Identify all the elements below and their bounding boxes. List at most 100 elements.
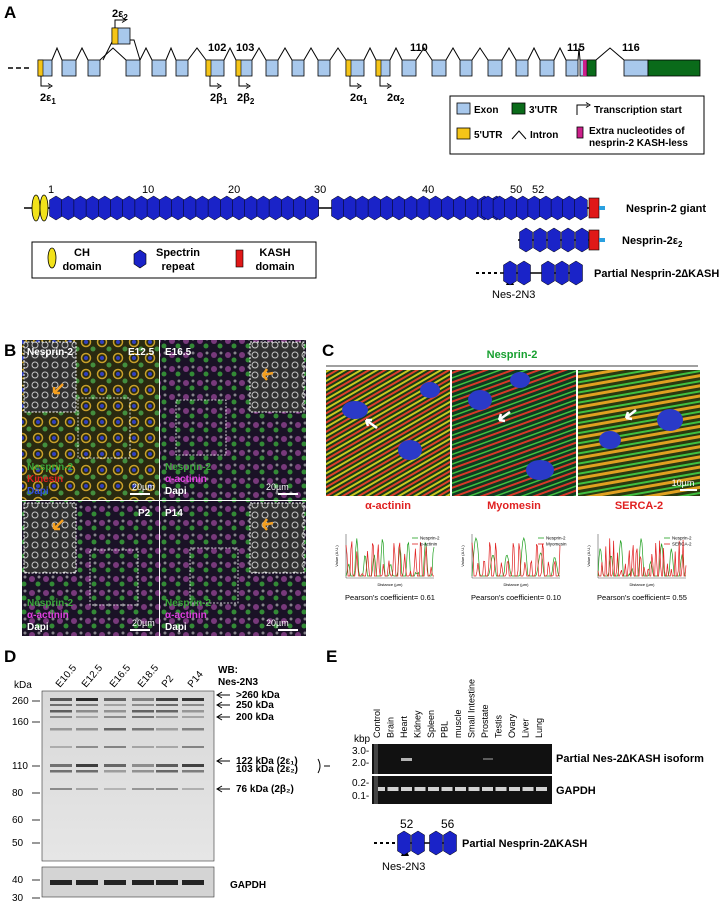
- micrograph-serca2: [578, 370, 700, 496]
- stage-e16-5: E16.5: [165, 347, 192, 358]
- spectrin-repeat-29: [404, 195, 418, 221]
- blot-band-3-8: [132, 788, 154, 790]
- blot-band-5-7: [182, 770, 204, 773]
- spectrin-repeat-partial-3: [541, 260, 555, 286]
- stain-e16-5-dapi: Dapi: [165, 486, 187, 497]
- profile-ylabel-1: Value (A.U.): [460, 545, 465, 567]
- lane-label-e-1: Brain: [386, 717, 396, 738]
- blot-band-4-4: [156, 728, 178, 731]
- legend-extra-label-1: Extra nucleotides of: [589, 126, 685, 137]
- lane-label-e-10: Ovary: [507, 713, 517, 738]
- spectrin-repeat-1: [49, 195, 63, 221]
- spectrin-repeat-partial-4: [555, 260, 569, 286]
- band-arrow-5: [216, 785, 230, 793]
- blot-band-1-7: [76, 770, 98, 773]
- blot-band-0-2: [50, 710, 72, 713]
- gene-legend: Exon 3'UTR Transcription start 5'UTR Int…: [449, 95, 705, 155]
- intron-19: [553, 46, 567, 61]
- gapdh-gel-band-4: [428, 787, 439, 791]
- band-arrow-3: [216, 757, 230, 765]
- tss-label-2b1: 2β1: [210, 92, 228, 106]
- spectrin-repeat-e2-4: [561, 227, 575, 253]
- arrow-marker-serca2: [624, 409, 637, 421]
- gapdh-gel-band-7: [468, 787, 480, 791]
- gene-labels: 102 103 110 115 116 2ε2 2ε1 2β1 2β2 2α1 …: [40, 8, 640, 106]
- repeat-number-1: 1: [48, 184, 54, 196]
- panel-label-d: D: [4, 647, 16, 666]
- blot-band-1-2: [76, 710, 98, 713]
- tss-2a1-arrowhead: [356, 83, 362, 89]
- lane-label-d-5: P14: [186, 669, 206, 690]
- scale-p14: 20µm: [266, 618, 289, 628]
- tss-2a2-arrowhead: [386, 83, 392, 89]
- pearson-coefficient-1: Pearson's coefficient= 0.10: [471, 593, 561, 602]
- spectrin-repeat-e-1: [397, 830, 411, 856]
- spectrin-repeat-24: [343, 195, 357, 221]
- marker-3-0: 3.0-: [352, 746, 369, 757]
- intron-12: [363, 46, 377, 61]
- tss-2a1-icon: [349, 76, 359, 87]
- spectrin-repeat-32: [441, 195, 455, 221]
- mw-marker-80-3: 80: [12, 788, 24, 799]
- blot-band-1-5: [76, 746, 98, 748]
- label-partial-nesprin2: Partial Nesprin-2∆KASH: [594, 268, 719, 280]
- blot-band-2-2: [104, 710, 126, 713]
- spectrin-repeat-22: [305, 195, 319, 221]
- repeat-number-50: 50: [510, 184, 522, 196]
- spectrin-repeat-partial-5: [569, 260, 583, 286]
- spectrin-repeat-34: [465, 195, 479, 221]
- blot-bands-d: [50, 698, 204, 885]
- blot-band-4-2: [156, 710, 178, 713]
- exon-14: [401, 59, 417, 77]
- arrow-marker-p14: [261, 518, 274, 531]
- spectrin-repeat-17: [244, 195, 258, 221]
- arrow-marker-myomesin: [497, 410, 511, 423]
- spectrin-repeat-18: [256, 195, 271, 221]
- blot-band-5-0: [182, 698, 204, 701]
- repeat-number-56-e: 56: [441, 817, 455, 831]
- intron-legend-icon: [511, 130, 527, 140]
- blot-band-5-8: [182, 788, 204, 790]
- utr5-2e2: [111, 27, 119, 45]
- blot-band-4-7: [156, 770, 178, 773]
- spectrin-repeat-3: [73, 195, 88, 221]
- label-nesprin2-e2: Nesprin-2ε2: [622, 235, 683, 249]
- spectrin-repeat-43: [550, 195, 565, 221]
- intron-9: [277, 47, 293, 61]
- label-nesprin2-giant: Nesprin-2 giant: [626, 203, 706, 215]
- spectrin-repeat-e-3: [429, 830, 443, 856]
- mw-marker-30-7: 30: [12, 893, 24, 904]
- blot-band-0-3: [50, 716, 72, 718]
- label-nes-2n3-a: Nes-2N3: [492, 289, 535, 301]
- panel-b-text: Nesprin-2 E12.5 E16.5 P2 P14 Nesprin-2 K…: [27, 347, 289, 633]
- pearson-coefficient-2: Pearson's coefficient= 0.55: [597, 593, 687, 602]
- stain-p14-actinin: α-actinin: [165, 610, 207, 621]
- western-blot-main: [41, 690, 215, 862]
- mw-marker-50-5: 50: [12, 838, 24, 849]
- tss-2a2-icon: [379, 76, 389, 87]
- gapdh-gel-band-3: [414, 787, 426, 791]
- lane-label-e-3: Kidney: [413, 710, 423, 738]
- stage-p2: P2: [138, 508, 151, 519]
- lane-label-e-4: Spleen: [426, 710, 436, 738]
- blot-band-2-6: [104, 764, 126, 767]
- blot-band-1-4: [76, 728, 98, 731]
- intron-17: [501, 47, 517, 61]
- band-label-2: 200 kDa: [236, 712, 274, 723]
- legend-spectrin-line2: repeat: [161, 261, 194, 273]
- blot-band-2-8: [104, 788, 126, 790]
- inset-title-e12-5: Nesprin-2: [27, 347, 74, 358]
- blot-band-0-1: [50, 704, 72, 706]
- gene-structure: [8, 17, 701, 89]
- spectrin-repeat-37: [481, 195, 495, 221]
- marker-2-0: 2.0-: [352, 758, 369, 769]
- gel-bands-e: [374, 744, 547, 804]
- kash-domain-e2: [588, 229, 600, 251]
- ch-domain-2: [39, 194, 49, 222]
- stain-p2-dapi: Dapi: [27, 622, 49, 633]
- profile-2-series-1: [597, 538, 687, 577]
- blot-band-5-3: [182, 716, 204, 718]
- lane-labels-d: E10.5 E12.5 E16.5 E18.5P2 P14: [54, 663, 206, 690]
- spectrin-repeat-33: [453, 195, 467, 221]
- gapdh-gel-band-0: [374, 787, 385, 791]
